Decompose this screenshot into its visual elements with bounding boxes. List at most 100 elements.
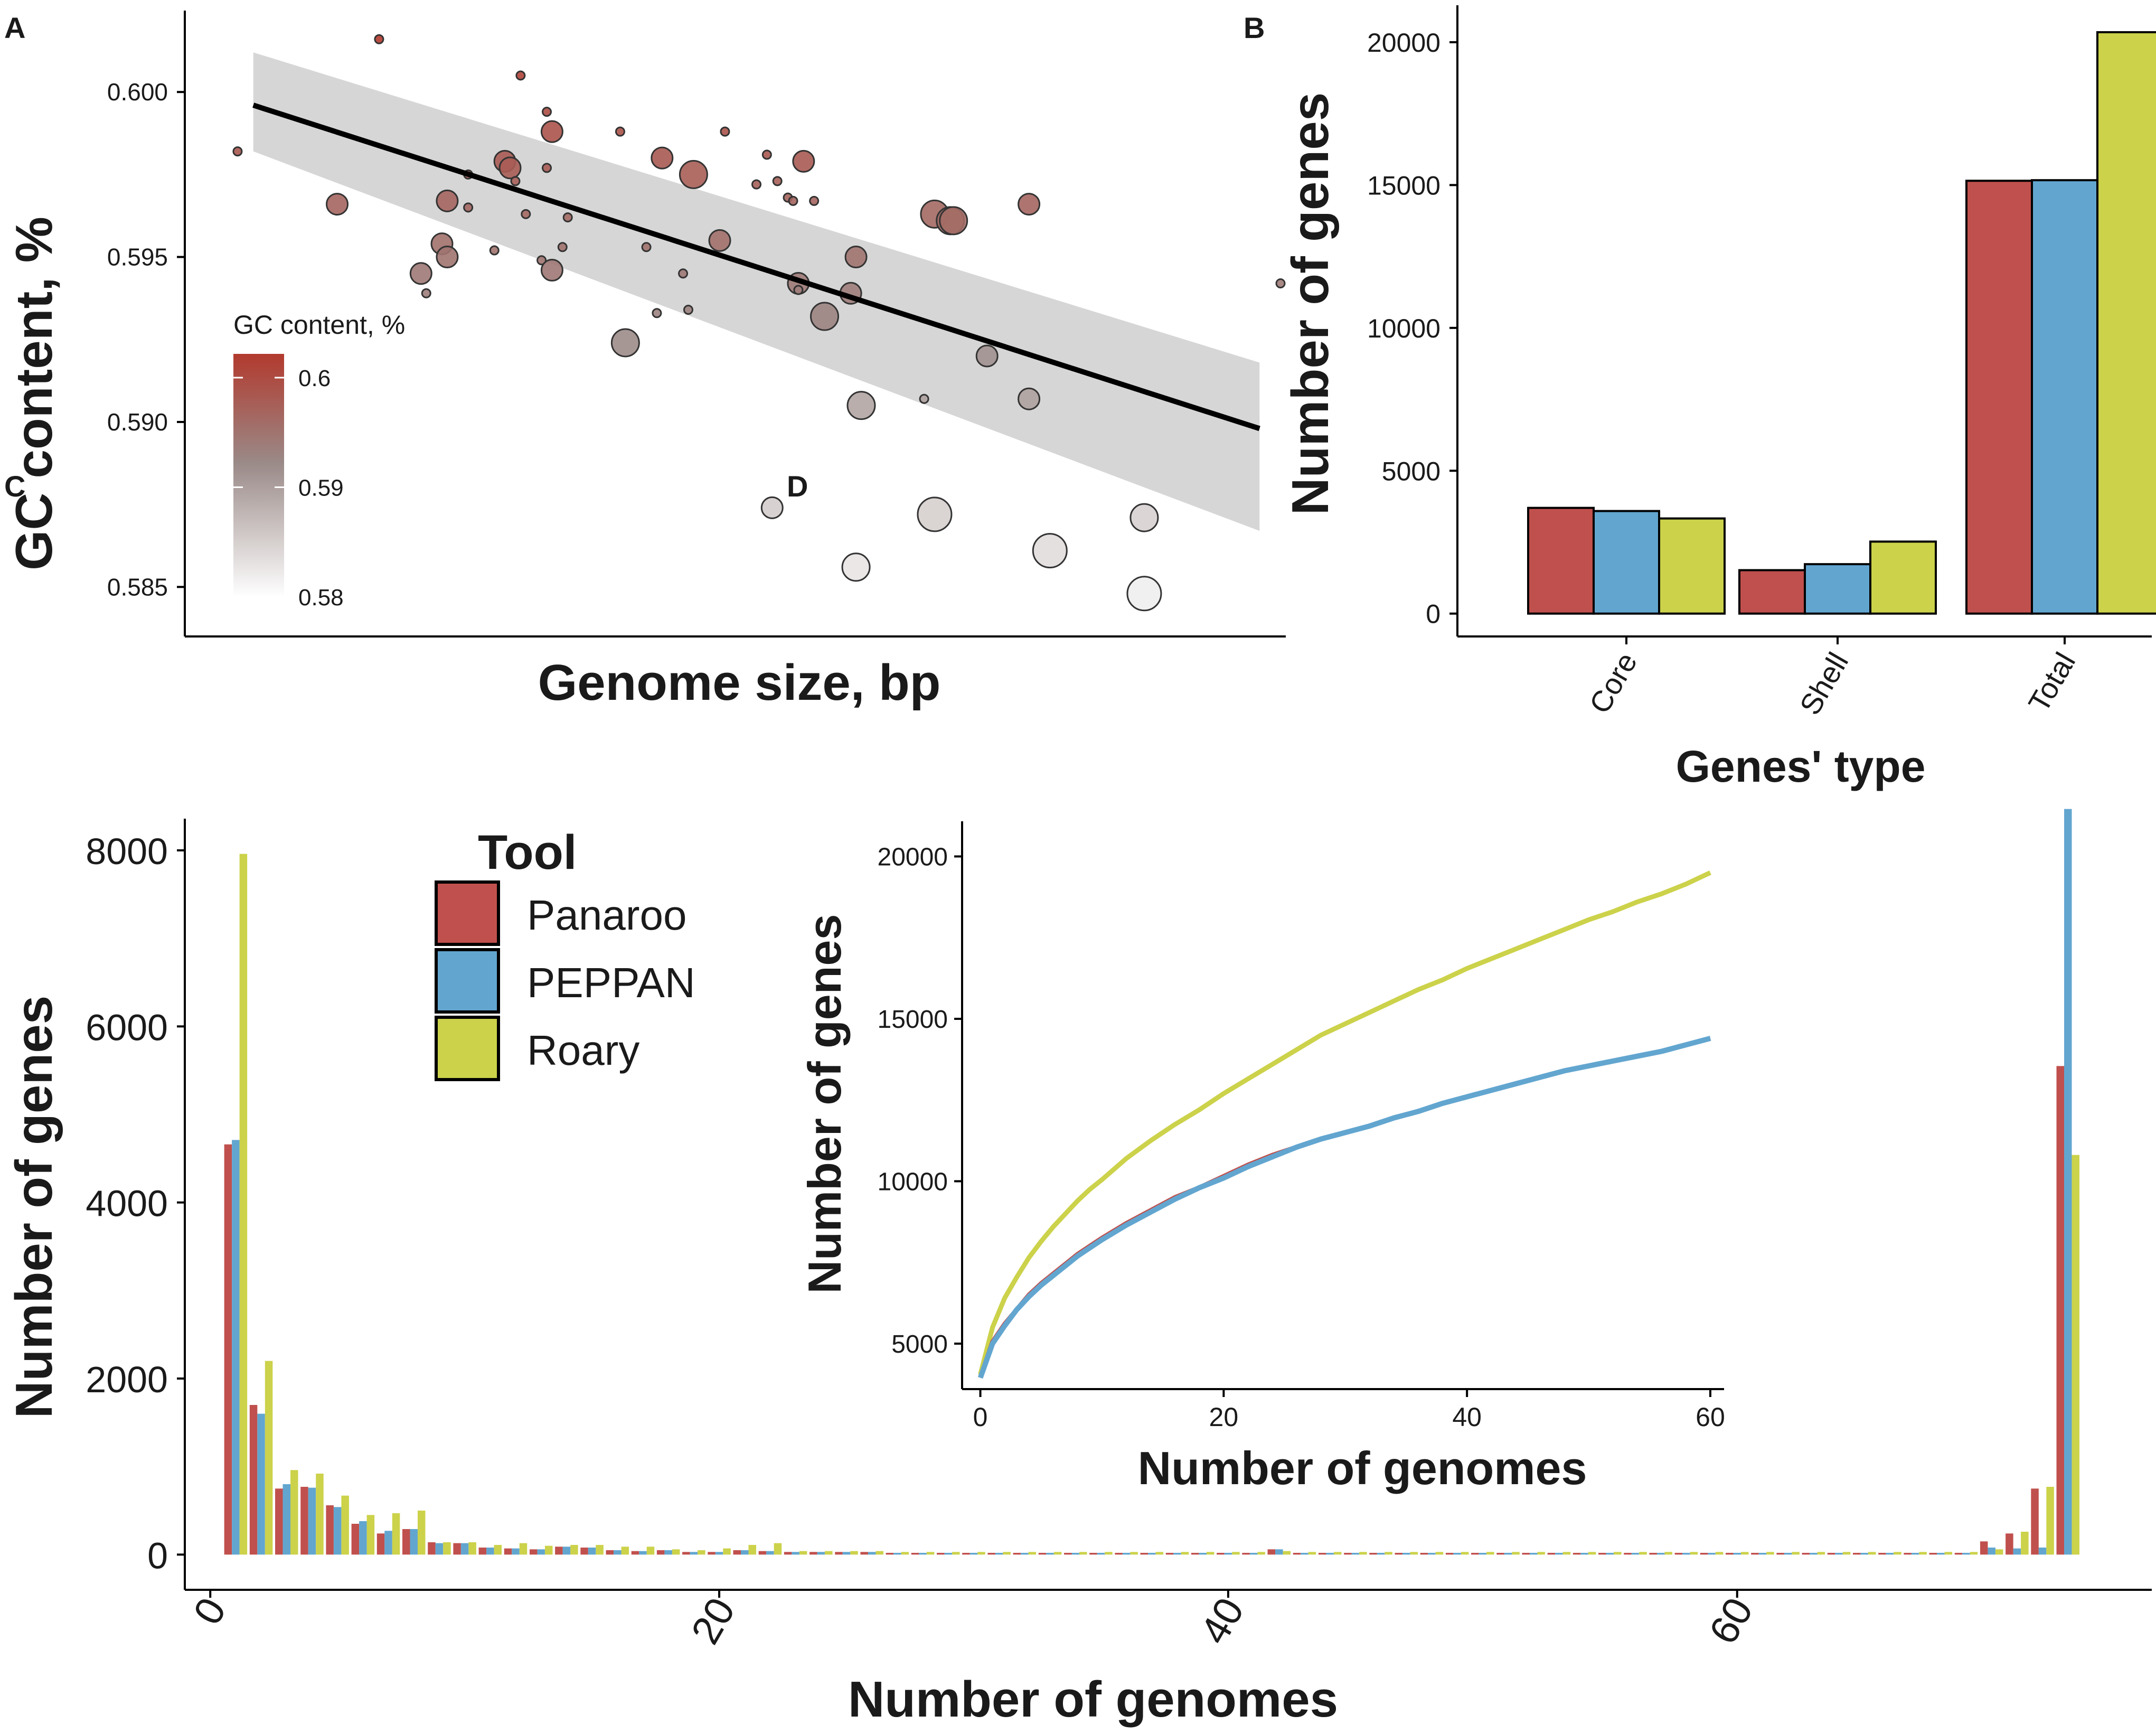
panel-b-bar-chart: 0 5000 10000 15000 20000 Core Shell Total Gene… bbox=[1281, 5, 2156, 791]
panel-c-histogram: 0 2000 4000 6000 8000 0 20 40 60 Number of geno… bbox=[5, 809, 2152, 1728]
data-point bbox=[463, 202, 474, 213]
bar-peppan bbox=[333, 1507, 342, 1555]
bar-roary bbox=[1970, 1552, 1978, 1555]
bar-roary bbox=[1028, 1552, 1037, 1555]
data-point bbox=[436, 189, 459, 212]
bar-panaroo bbox=[631, 1551, 639, 1555]
legend-ticks: 0.6 0.59 0.58 bbox=[233, 365, 344, 611]
bar-peppan bbox=[919, 1553, 927, 1555]
bar-panaroo bbox=[1527, 507, 1595, 615]
data-point bbox=[751, 179, 761, 190]
data-point bbox=[374, 34, 384, 44]
bar-peppan bbox=[1428, 1553, 1436, 1555]
bar-roary bbox=[1919, 1552, 1927, 1555]
bar-peppan bbox=[486, 1548, 494, 1555]
legend-tick-label: 0.58 bbox=[298, 585, 344, 611]
bar-roary bbox=[774, 1543, 782, 1555]
series-lines bbox=[977, 870, 1711, 1379]
bar-panaroo bbox=[784, 1552, 792, 1555]
bar-panaroo bbox=[1140, 1553, 1148, 1555]
bar-roary bbox=[2096, 31, 2156, 615]
legend-title: GC content, % bbox=[233, 310, 405, 340]
bar-panaroo bbox=[733, 1550, 741, 1555]
bar-panaroo bbox=[606, 1550, 614, 1555]
bar-panaroo bbox=[1904, 1553, 1912, 1555]
bar-roary bbox=[1792, 1552, 1800, 1555]
y-axis-title: Number of genes bbox=[1281, 92, 1339, 515]
bar-roary bbox=[977, 1552, 985, 1555]
bar-roary bbox=[1053, 1552, 1062, 1555]
bar-panaroo bbox=[911, 1553, 919, 1555]
y-tick-label: 6000 bbox=[86, 1007, 168, 1048]
data-point bbox=[421, 288, 431, 298]
bar-panaroo bbox=[1547, 1553, 1556, 1555]
y-tick-label: 20000 bbox=[1367, 28, 1441, 58]
bar-panaroo bbox=[1700, 1553, 1708, 1555]
bar-peppan bbox=[1708, 1553, 1716, 1555]
bar-roary bbox=[1283, 1551, 1291, 1555]
bar-peppan bbox=[1351, 1553, 1360, 1555]
bar-roary bbox=[875, 1551, 883, 1555]
x-axis-title: Genome size, bp bbox=[538, 654, 941, 711]
legend-key-peppan bbox=[435, 948, 500, 1014]
y-tick-label: 20000 bbox=[878, 843, 948, 871]
bar-panaroo bbox=[1038, 1553, 1047, 1555]
y-tick-label: 0.595 bbox=[107, 243, 168, 271]
bar-peppan bbox=[893, 1553, 901, 1555]
bar-panaroo bbox=[1471, 1553, 1479, 1555]
series-line-peppan bbox=[977, 1036, 1711, 1379]
bar-peppan bbox=[283, 1484, 291, 1555]
bar-roary bbox=[1894, 1552, 1901, 1555]
bar-roary bbox=[1181, 1552, 1189, 1555]
bar-roary bbox=[1944, 1552, 1953, 1555]
bar-roary bbox=[290, 1470, 298, 1555]
bar-roary bbox=[723, 1548, 731, 1555]
bar-panaroo bbox=[275, 1488, 283, 1555]
bar-peppan bbox=[1199, 1553, 1207, 1555]
bar-peppan bbox=[664, 1550, 672, 1555]
bar-panaroo bbox=[1165, 1553, 1174, 1555]
series-line-panaroo bbox=[978, 1036, 1711, 1379]
tool-legend: Tool Panaroo PEPPAN Roary bbox=[435, 826, 695, 1081]
y-tick-label: 0 bbox=[1426, 599, 1441, 629]
bar-peppan bbox=[1148, 1553, 1156, 1555]
bar-peppan bbox=[1937, 1553, 1945, 1555]
bar-panaroo bbox=[1649, 1553, 1657, 1555]
bar-roary bbox=[1155, 1552, 1164, 1555]
legend-tick-label: 0.6 bbox=[298, 365, 331, 391]
bar-roary bbox=[1435, 1552, 1444, 1555]
bar-peppan bbox=[1326, 1553, 1334, 1555]
bar-peppan bbox=[690, 1552, 698, 1555]
y-tick-label: 0.590 bbox=[107, 408, 168, 436]
bar-peppan bbox=[232, 1140, 240, 1555]
confidence-band bbox=[253, 52, 1260, 531]
y-tick-label: 8000 bbox=[86, 831, 168, 872]
bar-panaroo bbox=[1013, 1553, 1021, 1555]
y-tick-label: 2000 bbox=[86, 1359, 168, 1400]
legend-key-panaroo bbox=[435, 880, 500, 946]
bar-panaroo bbox=[1965, 180, 2033, 615]
bar-roary bbox=[1639, 1552, 1647, 1555]
bar-roary bbox=[2021, 1532, 2029, 1555]
bar-peppan bbox=[2031, 179, 2098, 615]
bar-peppan bbox=[740, 1550, 749, 1555]
bar-peppan bbox=[1631, 1553, 1640, 1555]
data-point bbox=[846, 391, 876, 420]
data-point bbox=[793, 285, 804, 295]
data-point bbox=[1032, 533, 1068, 569]
bar-peppan bbox=[1804, 563, 1871, 615]
bar-roary bbox=[1562, 1552, 1571, 1555]
bar-panaroo bbox=[1726, 1553, 1734, 1555]
bar-peppan bbox=[359, 1521, 367, 1555]
x-tick-label: Core bbox=[1583, 647, 1643, 719]
series-line-roary bbox=[978, 870, 1711, 1375]
bar-panaroo bbox=[708, 1552, 715, 1555]
bar-panaroo bbox=[1063, 1553, 1072, 1555]
bar-panaroo bbox=[886, 1553, 894, 1555]
data-point bbox=[489, 245, 500, 256]
bar-peppan bbox=[1071, 1553, 1079, 1555]
bar-panaroo bbox=[249, 1405, 258, 1555]
bar-peppan bbox=[1402, 1553, 1410, 1555]
bar-roary bbox=[494, 1545, 502, 1555]
